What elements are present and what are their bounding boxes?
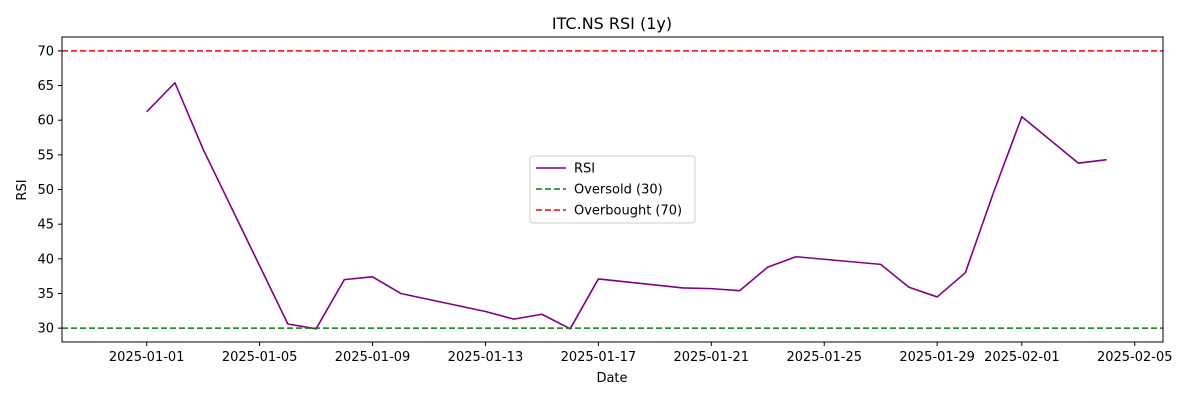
rsi-line: [146, 81, 1107, 330]
x-tick-label: 2025-01-09: [335, 350, 411, 365]
legend: RSI Oversold (30) Overbought (70): [529, 155, 696, 224]
y-tick-label: 65: [37, 79, 54, 94]
x-tick-label: 2025-01-17: [561, 350, 637, 365]
x-tick-label: 2025-01-29: [899, 350, 975, 365]
x-tick-label: 2025-01-25: [786, 350, 862, 365]
y-tick-label: 35: [37, 287, 54, 302]
y-tick-label: 30: [37, 322, 54, 337]
y-axis: 30 35 40 45 50 55 60 65 70: [37, 44, 62, 337]
y-axis-label: RSI: [15, 179, 30, 200]
x-tick-label: 2025-01-05: [222, 350, 298, 365]
x-tick-label: 2025-01-13: [448, 350, 524, 365]
legend-label: Oversold (30): [574, 183, 663, 198]
chart-title: ITC.NS RSI (1y): [552, 14, 672, 33]
y-tick-label: 60: [37, 114, 54, 129]
y-tick-label: 40: [37, 252, 54, 267]
x-tick-label: 2025-01-01: [109, 350, 185, 365]
y-tick-label: 55: [37, 148, 54, 163]
x-tick-label: 2025-02-01: [984, 350, 1060, 365]
y-tick-label: 45: [37, 218, 54, 233]
y-tick-label: 50: [37, 183, 54, 198]
y-tick-label: 70: [37, 44, 54, 59]
legend-label: Overbought (70): [574, 204, 682, 219]
x-axis-label: Date: [596, 371, 627, 386]
legend-label: RSI: [574, 162, 595, 177]
legend-box: [529, 155, 696, 224]
x-tick-label: 2025-02-05: [1097, 350, 1173, 365]
x-tick-label: 2025-01-21: [674, 350, 750, 365]
x-axis: 2025-01-01 2025-01-05 2025-01-09 2025-01-13…: [109, 342, 1173, 365]
